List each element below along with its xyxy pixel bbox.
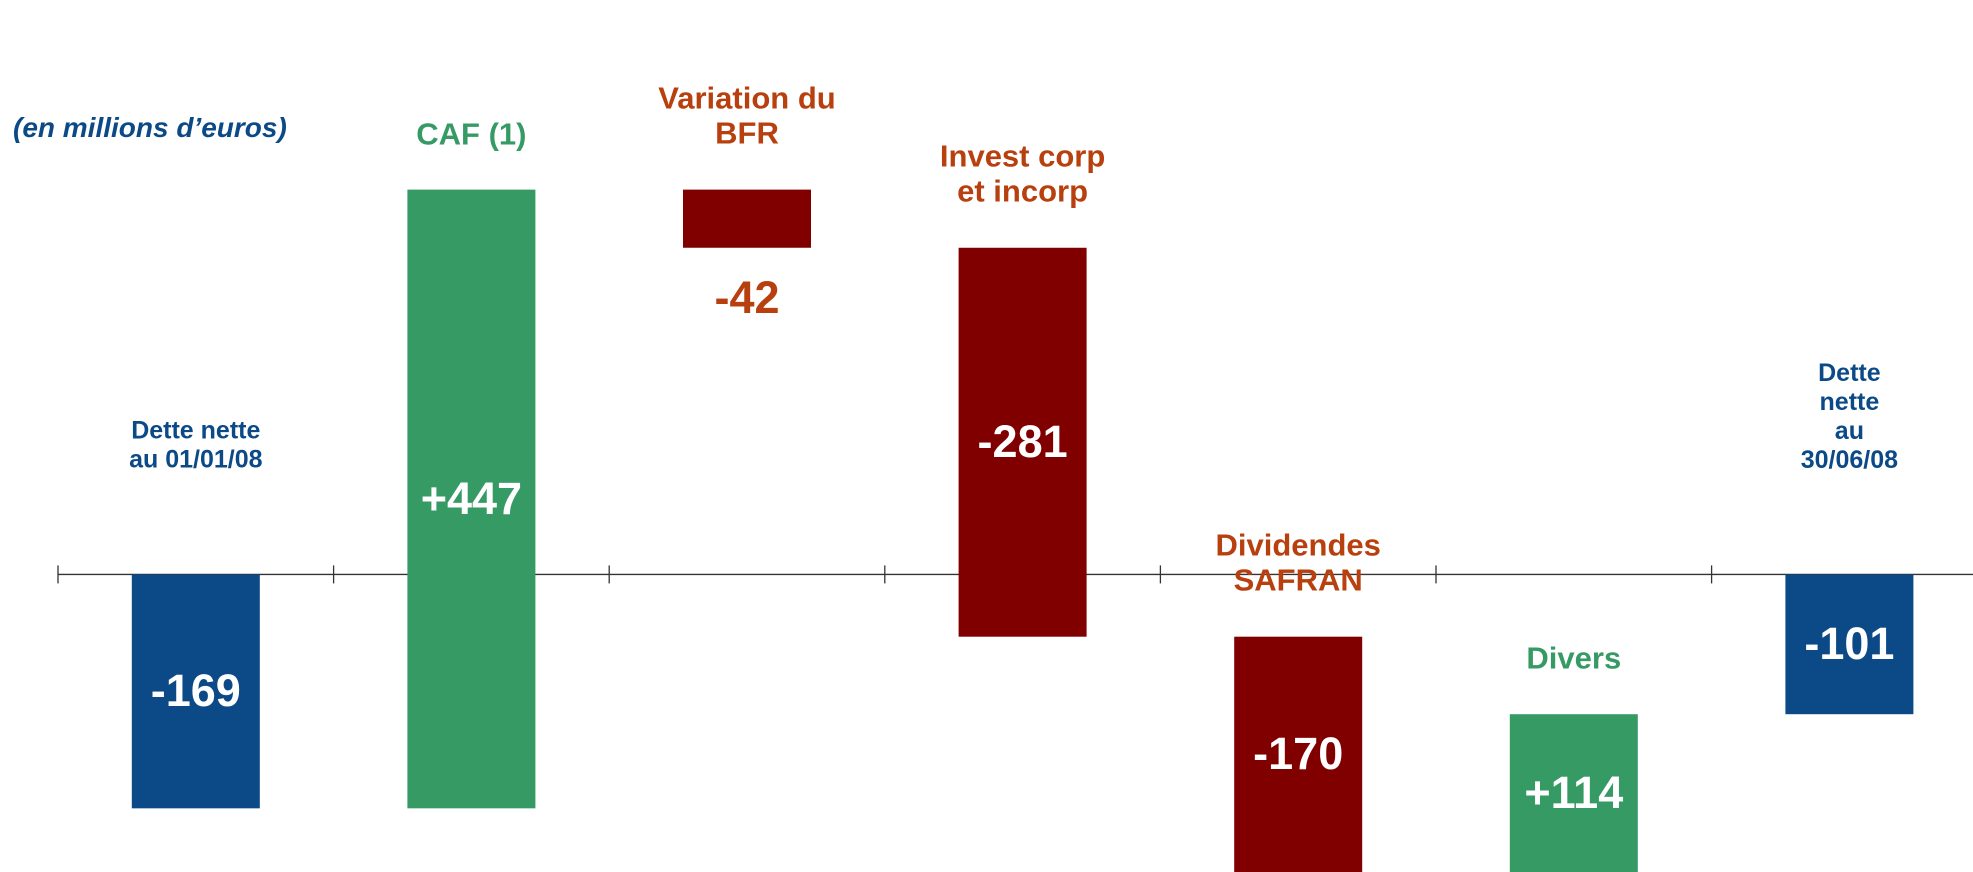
value-label: +447 xyxy=(420,472,523,524)
bar xyxy=(131,574,260,809)
category-label: Divers xyxy=(1526,640,1622,676)
category-label: Invest corp et incorp xyxy=(939,138,1106,210)
category-label: CAF (1) xyxy=(416,115,527,151)
bar xyxy=(1785,574,1914,715)
value-label: -170 xyxy=(1253,728,1344,780)
category-label: Variation du BFR xyxy=(658,80,836,151)
value-label: -169 xyxy=(150,665,241,717)
value-label: -42 xyxy=(714,271,780,323)
value-label: -101 xyxy=(1804,618,1895,670)
category-label: Dette nette au 01/01/08 xyxy=(129,416,263,474)
bar xyxy=(1509,714,1638,872)
value-label: +114 xyxy=(1524,767,1624,819)
value-label: -281 xyxy=(977,416,1068,468)
bar xyxy=(407,189,536,809)
bar xyxy=(1234,636,1363,872)
bar xyxy=(958,247,1087,637)
category-label: Dette nette au 30/06/08 xyxy=(1800,359,1899,474)
subtitle: (en millions d’euros) xyxy=(13,112,287,143)
bar xyxy=(683,189,811,248)
category-label: Dividendes SAFRAN xyxy=(1215,527,1381,599)
